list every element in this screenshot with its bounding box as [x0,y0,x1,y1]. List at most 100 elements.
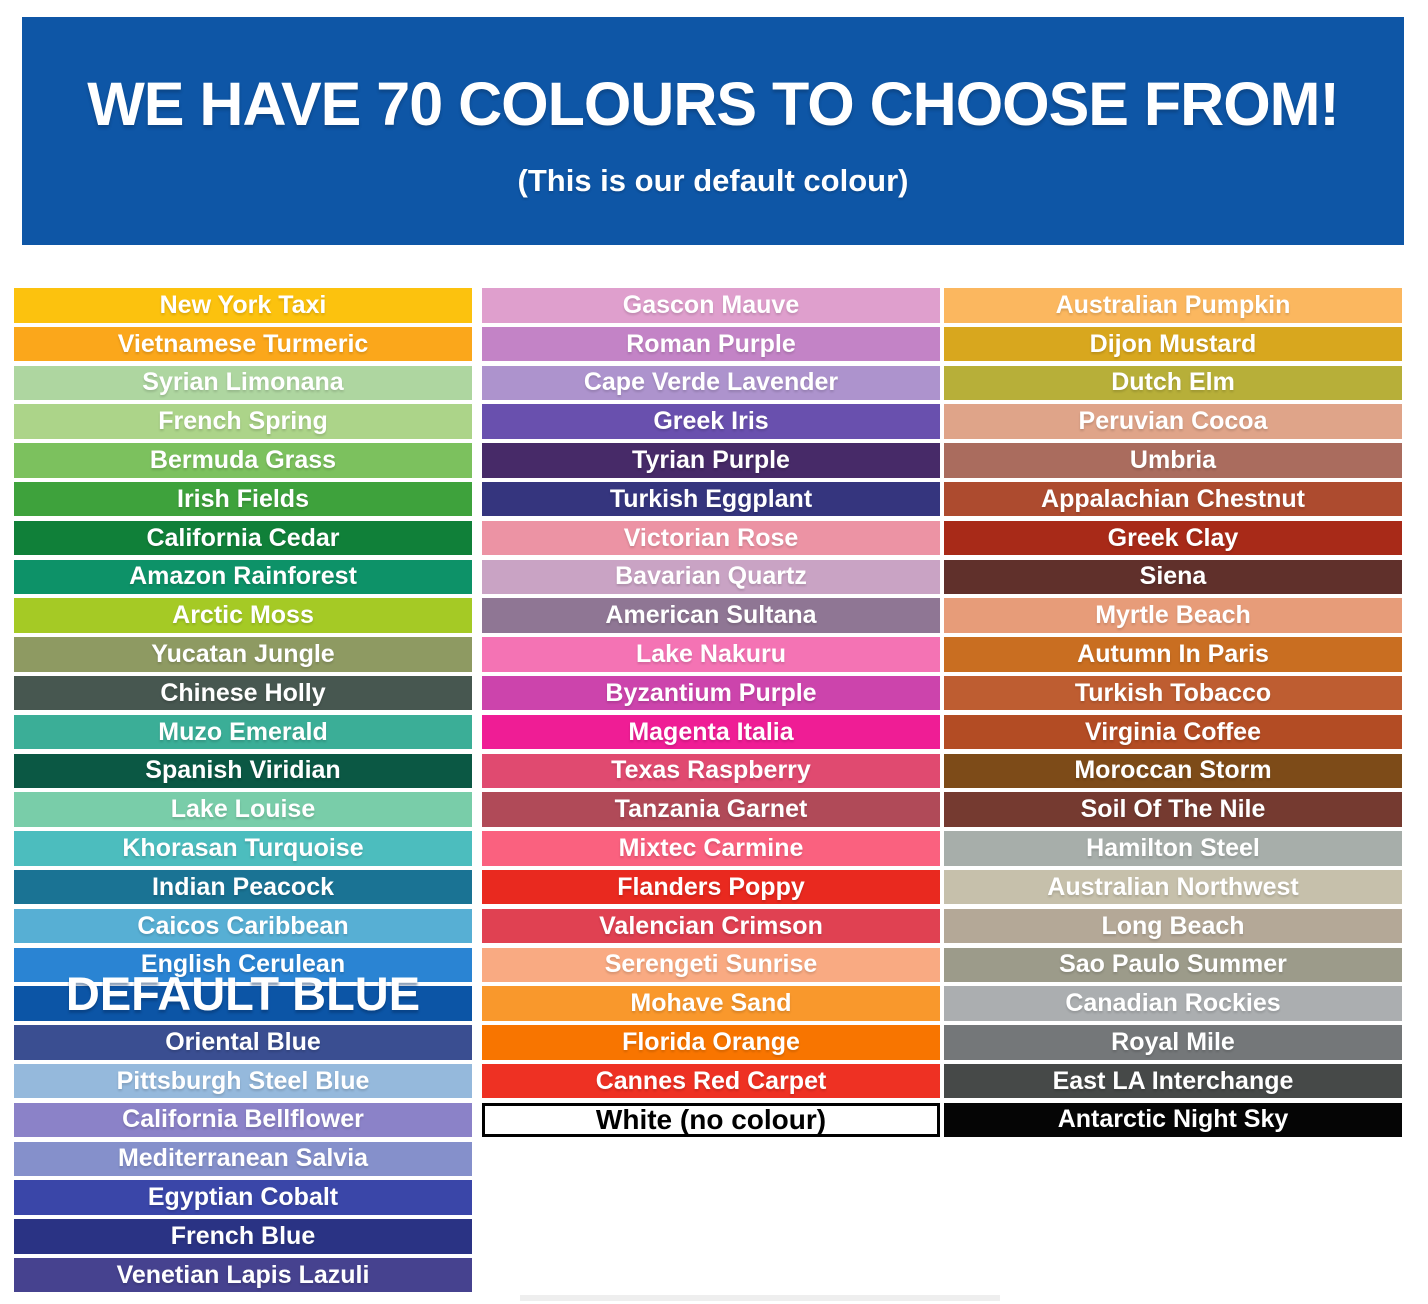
swatch-gascon-mauve: Gascon Mauve [482,288,940,323]
swatch-label: Mediterranean Salvia [117,1144,369,1173]
swatch-label: Pittsburgh Steel Blue [116,1066,370,1095]
swatch-australian-pumpkin: Australian Pumpkin [944,288,1402,323]
cropped-footer-artifact [520,1295,1000,1301]
swatch-canadian-rockies: Canadian Rockies [944,986,1402,1021]
swatch-label: Mixtec Carmine [618,833,804,862]
swatch-label: Virginia Coffee [1085,717,1261,746]
swatch-label: Sao Paulo Summer [1059,950,1287,979]
swatch-antarctic-night-sky: Antarctic Night Sky [944,1102,1402,1138]
swatch-label: Turkish Tobacco [1074,678,1272,707]
swatch-label: California Cedar [146,523,340,552]
swatch-label: Caicos Caribbean [137,911,349,940]
swatch-umbria: Umbria [944,443,1402,478]
swatch-greek-iris: Greek Iris [482,404,940,439]
swatch-east-la-interchange: East LA Interchange [944,1063,1402,1099]
swatch-bavarian-quartz: Bavarian Quartz [482,559,940,595]
swatch-peruvian-cocoa: Peruvian Cocoa [944,404,1402,439]
swatch-label: Byzantium Purple [605,678,817,707]
swatch-label: Serengeti Sunrise [604,950,818,979]
swatch-bermuda-grass: Bermuda Grass [14,443,472,478]
swatch-autumn-in-paris: Autumn In Paris [944,637,1402,672]
swatch-egyptian-cobalt: Egyptian Cobalt [14,1180,472,1215]
page-subtitle: (This is our default colour) [517,163,909,198]
swatch-label: Hamilton Steel [1086,833,1260,862]
swatch-label: Spanish Viridian [145,756,341,785]
swatch-label: Chinese Holly [160,678,326,707]
swatch-byzantium-purple: Byzantium Purple [482,675,940,711]
swatch-label: Bermuda Grass [149,445,337,474]
swatch-label: Egyptian Cobalt [147,1183,339,1212]
swatch-long-beach: Long Beach [944,908,1402,944]
swatch-label: French Blue [170,1221,316,1250]
swatch-label: Lake Nakuru [635,639,787,668]
swatch-label: American Sultana [605,601,817,630]
swatch-english-cerulean: English Cerulean [14,947,472,983]
swatch-label: Texas Raspberry [611,756,811,785]
swatch-label: Canadian Rockies [1065,989,1281,1018]
swatch-new-york-taxi: New York Taxi [14,288,472,323]
swatch-label: Amazon Rainforest [129,562,357,591]
swatch-label: Long Beach [1101,911,1245,940]
swatch-spanish-viridian: Spanish Viridian [14,753,472,789]
swatch-amazon-rainforest: Amazon Rainforest [14,559,472,595]
swatch-label: Moroccan Storm [1074,756,1272,785]
swatch-label: Vietnamese Turmeric [117,329,369,358]
swatch-serengeti-sunrise: Serengeti Sunrise [482,947,940,983]
swatch-label: Valencian Crimson [599,911,823,940]
swatch-label: Tanzania Garnet [614,795,808,824]
swatch-cape-verde-lavender: Cape Verde Lavender [482,365,940,401]
swatch-chinese-holly: Chinese Holly [14,675,472,711]
swatch-label: Bavarian Quartz [615,562,807,591]
swatch-label: Soil Of The Nile [1080,795,1266,824]
swatch-label: Antarctic Night Sky [1057,1105,1289,1134]
swatch-siena: Siena [944,559,1402,595]
swatch-victorian-rose: Victorian Rose [482,520,940,556]
swatch-label: Royal Mile [1111,1027,1235,1056]
swatch-white-no-colour: White (no colour) [482,1102,940,1138]
swatch-label: Cape Verde Lavender [583,368,839,397]
swatch-greek-clay: Greek Clay [944,520,1402,556]
swatch-turkish-eggplant: Turkish Eggplant [482,481,940,517]
swatch-caicos-caribbean: Caicos Caribbean [14,908,472,944]
swatch-yucatan-jungle: Yucatan Jungle [14,637,472,672]
swatch-venetian-lapis-lazuli: Venetian Lapis Lazuli [14,1257,472,1293]
swatch-label: Victorian Rose [623,523,799,552]
swatch-tanzania-garnet: Tanzania Garnet [482,792,940,827]
swatch-flanders-poppy: Flanders Poppy [482,869,940,905]
swatch-irish-fields: Irish Fields [14,481,472,517]
swatch-label: Mohave Sand [630,989,792,1018]
swatch-hamilton-steel: Hamilton Steel [944,831,1402,866]
swatch-label: Tyrian Purple [632,445,790,474]
swatch-lake-nakuru: Lake Nakuru [482,637,940,672]
swatch-roman-purple: Roman Purple [482,326,940,362]
swatch-label: Florida Orange [622,1027,800,1056]
swatch-label: Irish Fields [177,484,309,513]
swatch-tyrian-purple: Tyrian Purple [482,443,940,478]
swatch-label: Cannes Red Carpet [595,1066,827,1095]
swatch-sao-paulo-summer: Sao Paulo Summer [944,947,1402,983]
swatch-label: Roman Purple [626,329,796,358]
swatch-valencian-crimson: Valencian Crimson [482,908,940,944]
swatch-mohave-sand: Mohave Sand [482,986,940,1021]
swatch-appalachian-chestnut: Appalachian Chestnut [944,481,1402,517]
swatch-label: Dijon Mustard [1089,329,1257,358]
swatch-label: New York Taxi [159,290,327,319]
swatch-california-cedar: California Cedar [14,520,472,556]
swatch-virginia-coffee: Virginia Coffee [944,714,1402,750]
swatch-label: Umbria [1129,445,1217,474]
swatch-indian-peacock: Indian Peacock [14,869,472,905]
swatch-dutch-elm: Dutch Elm [944,365,1402,401]
swatch-label: Myrtle Beach [1095,601,1251,630]
swatch-arctic-moss: Arctic Moss [14,598,472,633]
swatch-label: Khorasan Turquoise [122,833,364,862]
header-banner: WE HAVE 70 COLOURS TO CHOOSE FROM! (This… [22,17,1404,245]
swatch-label: Appalachian Chestnut [1041,484,1305,513]
swatch-royal-mile: Royal Mile [944,1025,1402,1060]
swatch-label: Arctic Moss [172,601,314,630]
swatch-label: English Cerulean [140,950,346,979]
swatch-pittsburgh-steel-blue: Pittsburgh Steel Blue [14,1063,472,1099]
swatch-mixtec-carmine: Mixtec Carmine [482,831,940,866]
swatch-cannes-red-carpet: Cannes Red Carpet [482,1063,940,1099]
swatch-magenta-italia: Magenta Italia [482,714,940,750]
swatch-vietnamese-turmeric: Vietnamese Turmeric [14,326,472,362]
